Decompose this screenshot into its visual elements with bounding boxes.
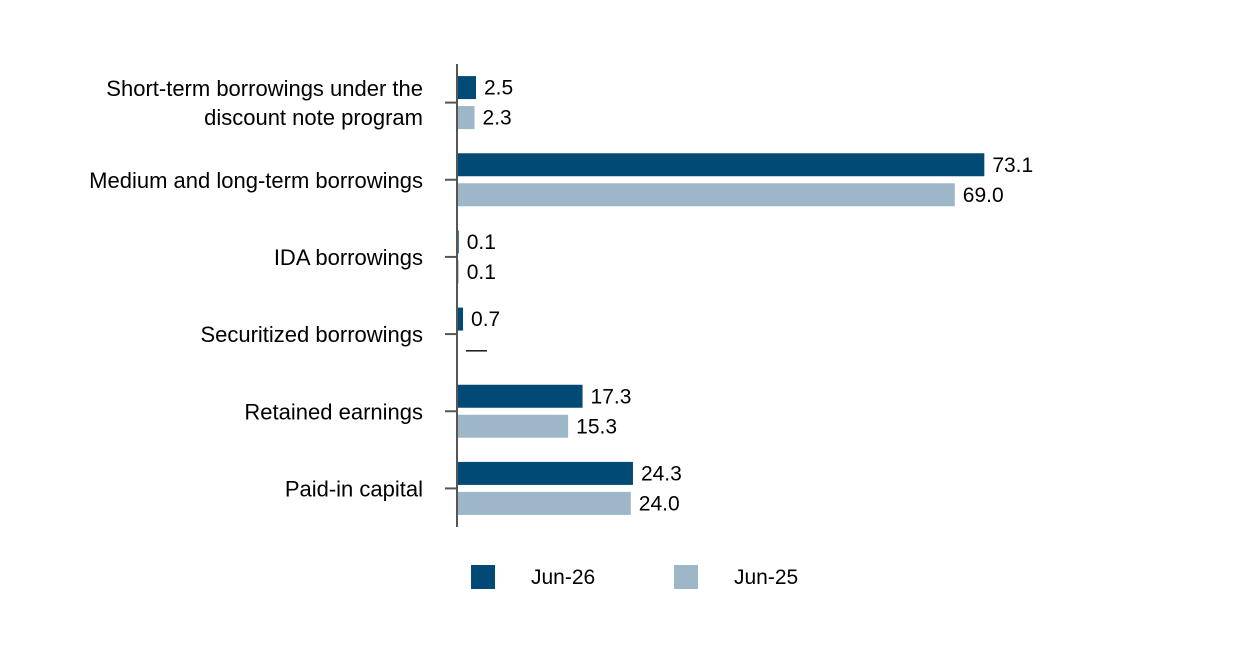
bar xyxy=(458,491,631,515)
bar xyxy=(458,461,633,485)
bar xyxy=(458,307,464,331)
legend-swatch xyxy=(471,565,495,589)
category-label: Securitized borrowings xyxy=(200,322,423,347)
data-label: 0.1 xyxy=(467,231,496,254)
legend-label: Jun-26 xyxy=(531,566,595,589)
legend: Jun-26 Jun-25 xyxy=(471,565,798,589)
data-label: 15.3 xyxy=(576,415,617,438)
bar xyxy=(458,76,476,100)
bars-layer xyxy=(458,76,985,515)
category-label: Medium and long-term borrowings xyxy=(89,168,423,193)
category-label: Short-term borrowings under the xyxy=(106,76,423,101)
data-label: 69.0 xyxy=(963,184,1004,207)
category-label: Paid-in capital xyxy=(285,476,423,501)
data-label: 0.7 xyxy=(471,308,500,331)
data-label: 2.3 xyxy=(483,107,512,130)
category-labels: Short-term borrowings under the discount … xyxy=(89,76,423,501)
bar xyxy=(458,260,459,284)
value-labels: 2.5 2.3 73.1 69.0 0.1 0.1 0.7 — 17.3 15.3 24.3 24.0 xyxy=(466,77,1033,516)
data-label: 0.1 xyxy=(467,261,496,284)
category-label: IDA borrowings xyxy=(274,245,423,270)
data-label: 24.3 xyxy=(641,462,682,485)
data-label: 73.1 xyxy=(992,154,1033,177)
category-axis xyxy=(445,64,458,527)
bar xyxy=(458,414,569,438)
legend-swatch xyxy=(674,565,698,589)
bar xyxy=(458,384,583,408)
category-label: Retained earnings xyxy=(244,399,423,424)
bar xyxy=(458,106,475,130)
data-label: — xyxy=(466,338,487,361)
bar xyxy=(458,153,985,177)
data-label: 2.5 xyxy=(484,77,513,100)
category-label: discount note program xyxy=(204,105,423,130)
bar xyxy=(458,230,459,254)
data-label: 24.0 xyxy=(639,492,680,515)
data-label: 17.3 xyxy=(591,385,632,408)
legend-label: Jun-25 xyxy=(734,566,798,589)
bar xyxy=(458,183,955,207)
